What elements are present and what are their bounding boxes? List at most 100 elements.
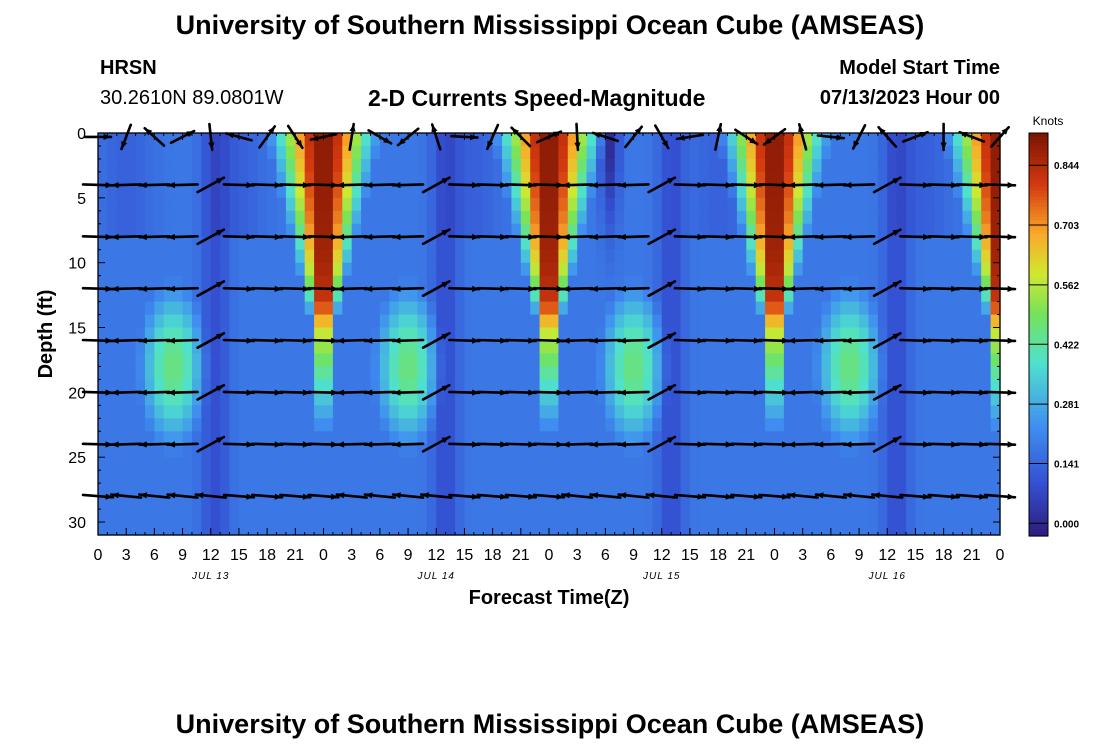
heatmap-cell bbox=[718, 340, 729, 355]
heatmap-cell bbox=[680, 470, 691, 484]
heatmap-cell bbox=[530, 314, 541, 329]
current-arrow bbox=[307, 389, 340, 396]
heatmap-cell bbox=[802, 158, 813, 173]
heatmap-cell bbox=[539, 145, 550, 160]
heatmap-cell bbox=[342, 262, 353, 277]
heatmap-cell bbox=[765, 496, 776, 510]
heatmap-cell bbox=[323, 340, 334, 355]
heatmap-cell bbox=[896, 405, 907, 419]
heatmap-cell bbox=[370, 457, 381, 471]
heatmap-cell bbox=[830, 288, 841, 303]
heatmap-cell bbox=[539, 353, 550, 368]
heatmap-cell bbox=[314, 210, 325, 225]
heatmap-cell bbox=[887, 457, 898, 471]
current-arrow bbox=[560, 441, 594, 448]
heatmap-cell bbox=[492, 379, 503, 393]
current-arrow bbox=[617, 182, 650, 189]
heatmap-cell bbox=[624, 509, 635, 523]
heatmap-cell bbox=[163, 509, 174, 523]
heatmap-cell bbox=[915, 405, 926, 419]
heatmap-cell bbox=[154, 496, 165, 510]
heatmap-cell bbox=[520, 210, 531, 225]
heatmap-cell bbox=[906, 197, 917, 212]
heatmap-cell bbox=[483, 223, 494, 238]
heatmap-cell bbox=[276, 236, 287, 251]
heatmap-cell bbox=[962, 210, 973, 225]
heatmap-cell bbox=[736, 379, 747, 393]
current-arrow bbox=[222, 337, 256, 344]
heatmap-cell bbox=[708, 236, 719, 251]
heatmap-cell bbox=[840, 223, 851, 238]
heatmap-cell bbox=[990, 444, 1001, 458]
colorbar-segment bbox=[1029, 368, 1048, 373]
heatmap-cell bbox=[436, 457, 447, 471]
heatmap-cell bbox=[736, 223, 747, 238]
heatmap-cell bbox=[295, 288, 306, 303]
heatmap-cell bbox=[595, 223, 606, 238]
heatmap-cell bbox=[342, 301, 353, 316]
heatmap-cell bbox=[520, 133, 531, 147]
heatmap-cell bbox=[821, 431, 832, 445]
heatmap-cell bbox=[126, 340, 137, 355]
heatmap-cell bbox=[793, 509, 804, 523]
heatmap-cell bbox=[896, 431, 907, 445]
heatmap-cell bbox=[840, 353, 851, 368]
heatmap-cell bbox=[445, 223, 456, 238]
heatmap-cell bbox=[934, 262, 945, 277]
heatmap-cell bbox=[661, 509, 672, 523]
heatmap-cell bbox=[896, 133, 907, 147]
heatmap-cell bbox=[859, 236, 870, 251]
heatmap-cell bbox=[314, 158, 325, 173]
heatmap-cell bbox=[116, 184, 127, 199]
heatmap-cell bbox=[774, 171, 785, 186]
heatmap-cell bbox=[191, 133, 202, 147]
heatmap-cell bbox=[492, 223, 503, 238]
heatmap-cell bbox=[595, 288, 606, 303]
current-arrow bbox=[222, 493, 256, 500]
heatmap-cell bbox=[849, 184, 860, 199]
heatmap-cell bbox=[624, 392, 635, 406]
heatmap-cell bbox=[210, 327, 221, 342]
heatmap-cell bbox=[868, 470, 879, 484]
heatmap-cell bbox=[342, 184, 353, 199]
heatmap-cell bbox=[906, 366, 917, 380]
heatmap-cell bbox=[605, 288, 616, 303]
heatmap-cell bbox=[304, 262, 315, 277]
heatmap-cell bbox=[887, 158, 898, 173]
heatmap-cell bbox=[154, 379, 165, 393]
colorbar-segment bbox=[1029, 327, 1048, 332]
heatmap-cell bbox=[511, 392, 522, 406]
heatmap-cell bbox=[107, 431, 118, 445]
heatmap-cell bbox=[436, 483, 447, 497]
heatmap-cell bbox=[689, 509, 700, 523]
heatmap-cell bbox=[906, 210, 917, 225]
heatmap-cell bbox=[511, 145, 522, 160]
heatmap-cell bbox=[229, 418, 240, 432]
heatmap-cell bbox=[840, 301, 851, 316]
heatmap-cell bbox=[708, 405, 719, 419]
heatmap-cell bbox=[934, 483, 945, 497]
heatmap-cell bbox=[398, 223, 409, 238]
heatmap-cell bbox=[191, 353, 202, 368]
heatmap-cell bbox=[361, 392, 372, 406]
heatmap-cell bbox=[661, 522, 672, 536]
heatmap-cell bbox=[473, 314, 484, 329]
heatmap-cell bbox=[182, 353, 193, 368]
heatmap-cell bbox=[116, 379, 127, 393]
heatmap-cell bbox=[351, 262, 362, 277]
heatmap-cell bbox=[981, 236, 992, 251]
heatmap-cell bbox=[802, 171, 813, 186]
heatmap-cell bbox=[887, 353, 898, 368]
heatmap-cell bbox=[267, 210, 278, 225]
heatmap-cell bbox=[577, 145, 588, 160]
heatmap-cell bbox=[671, 431, 682, 445]
heatmap-cell bbox=[915, 236, 926, 251]
heatmap-cell bbox=[154, 223, 165, 238]
heatmap-cell bbox=[389, 314, 400, 329]
heatmap-cell bbox=[201, 379, 212, 393]
heatmap-cell bbox=[511, 288, 522, 303]
heatmap-cell bbox=[332, 171, 343, 186]
heatmap-cell bbox=[304, 340, 315, 355]
heatmap-cell bbox=[840, 431, 851, 445]
heatmap-cell bbox=[398, 275, 409, 290]
